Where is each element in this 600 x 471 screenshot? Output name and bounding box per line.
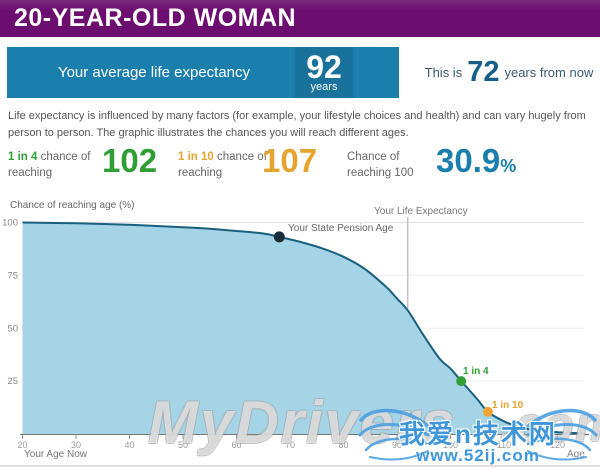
stat-reach100-text: Chance of reaching 100 [347, 150, 445, 181]
svg-text:60: 60 [231, 440, 241, 450]
page-banner: 20-YEAR-OLD WOMAN [0, 0, 600, 37]
bottom-divider [0, 465, 600, 467]
svg-text:40: 40 [124, 440, 134, 450]
expectancy-bar-label: Your average life expectancy [57, 64, 251, 81]
svg-text:120: 120 [550, 440, 565, 450]
chart-title: Chance of reaching age (%) [10, 200, 135, 211]
stat-1in10-text: 1 in 10 chance of reaching [178, 150, 274, 181]
x-axis-label-right: Age [567, 449, 585, 460]
svg-text:80: 80 [338, 440, 348, 450]
x-axis-label-left: Your Age Now [24, 449, 88, 460]
svg-text:110: 110 [497, 440, 511, 450]
svg-text:90: 90 [392, 440, 402, 450]
stat-1in10-odds: 1 in 10 [178, 151, 214, 163]
one-in-ten-label: 1 in 10 [492, 400, 524, 411]
stat-1in4-rest: chance of reaching [8, 151, 91, 179]
svg-text:75: 75 [7, 270, 18, 281]
svg-text:25: 25 [7, 376, 18, 387]
stat-1in10-value: 107 [262, 142, 318, 179]
page-title: 20-YEAR-OLD WOMAN [14, 4, 297, 32]
years-from-now: This is 72 years from now [418, 47, 600, 98]
intro-text: Life expectancy is influenced by many fa… [8, 110, 586, 139]
svg-text:100: 100 [2, 218, 18, 229]
svg-text:100: 100 [443, 440, 458, 450]
years-from-now-suffix: years from now [504, 65, 594, 80]
state-pension-age-label: Your State Pension Age [288, 223, 394, 234]
stat-1in4-odds: 1 in 4 [8, 151, 38, 163]
stat-1in10-rest: chance of reaching [178, 151, 267, 179]
years-from-now-value: 72 [467, 56, 500, 88]
one-in-four-label: 1 in 4 [463, 366, 489, 377]
stat-reach100-rest: Chance of reaching 100 [347, 151, 414, 179]
svg-text:70: 70 [285, 440, 295, 450]
svg-text:20: 20 [17, 440, 27, 450]
svg-text:50: 50 [178, 440, 188, 450]
years-from-now-prefix: This is [424, 65, 463, 80]
svg-text:50: 50 [7, 323, 18, 334]
expectancy-value-box: 92 years [295, 47, 353, 98]
stat-1in4-text: 1 in 4 chance of reaching [8, 150, 100, 181]
stat-reach100-value: 30.9% [436, 142, 517, 179]
life-expectancy-line-label: Your Life Expectancy [374, 206, 468, 217]
expectancy-value: 92 [306, 49, 342, 85]
expectancy-unit: years [310, 81, 338, 93]
average-expectancy-bar: Your average life expectancy 92 years [7, 47, 399, 98]
stat-1in4-value: 102 [102, 142, 158, 179]
svg-text:30: 30 [71, 440, 81, 450]
